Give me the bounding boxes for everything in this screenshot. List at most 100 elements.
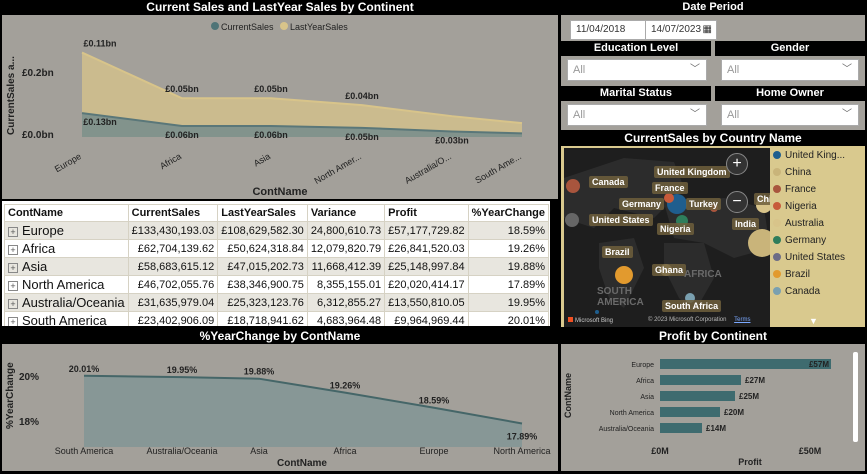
city-label[interactable]: China: [754, 193, 770, 205]
legend-swatch: [773, 202, 781, 211]
col-lastyearsales[interactable]: LastYearSales: [217, 204, 308, 222]
profit-chart-title: Profit by Continent: [561, 329, 865, 344]
currentsales-line: [81, 112, 523, 135]
date-end-field[interactable]: 14/07/2023 ▦: [645, 20, 717, 40]
yearchange-area: [84, 375, 522, 447]
marital-status-dropdown[interactable]: All ﹀: [567, 104, 707, 126]
x-tick-label: Europe: [53, 151, 83, 174]
yc-x-tick-label: Australia/Oceania: [146, 446, 217, 456]
legend-item[interactable]: Brazil: [773, 269, 810, 280]
table-cell: 18.59%: [467, 221, 550, 240]
education-level-dropdown[interactable]: All ﹀: [567, 59, 707, 81]
yc-data-label: 18.59%: [419, 396, 450, 406]
city-label[interactable]: United States: [589, 214, 653, 226]
expand-icon[interactable]: +: [8, 226, 18, 237]
table-cell: 20.01%: [467, 311, 550, 326]
expand-icon[interactable]: +: [8, 244, 18, 255]
city-label[interactable]: Ghana: [652, 264, 687, 276]
city-label[interactable]: Brazil: [602, 246, 633, 258]
zoom-in-button[interactable]: +: [726, 153, 748, 175]
profit-category-label: North America: [610, 410, 654, 417]
city-label[interactable]: Canada: [589, 176, 628, 188]
col-currentsales[interactable]: CurrentSales: [127, 204, 219, 222]
city-label[interactable]: France: [652, 182, 688, 194]
table-cell: 24,800,610.73: [306, 221, 386, 240]
expand-icon[interactable]: +: [8, 280, 18, 291]
legend-swatch: [773, 185, 781, 194]
legend-item[interactable]: Australia: [773, 218, 824, 229]
table-row[interactable]: + Africa £62,704,139.62 £50,624,318.84 12,07…: [4, 239, 550, 258]
yc-x-tick-label: Africa: [333, 446, 356, 456]
legend-item[interactable]: United King...: [773, 150, 845, 161]
table-row[interactable]: + Australia/Oceania £31,635,979.04 £25,323,…: [4, 293, 550, 312]
sales-area-chart-panel: Current Sales and LastYear Sales by Cont…: [2, 0, 558, 199]
yearchange-line: [83, 374, 523, 425]
scrollbar[interactable]: [853, 352, 858, 442]
expand-icon[interactable]: +: [8, 316, 18, 326]
city-label[interactable]: United Kingdom: [654, 166, 730, 178]
legend-item[interactable]: Canada: [773, 286, 820, 297]
bing-logo: Microsoft Bing: [568, 317, 613, 324]
table-row[interactable]: + Europe £133,430,193.03 £108,629,582.30 24,…: [4, 221, 550, 240]
profit-bar-chart: ContName Europe £57M Africa £27M Asia £25M Nor…: [563, 352, 858, 467]
city-label[interactable]: Germany: [619, 198, 665, 210]
col-profit[interactable]: Profit: [384, 204, 469, 222]
cell-contname: + Africa: [4, 239, 129, 258]
sales-area-chart-title: Current Sales and LastYear Sales by Cont…: [2, 0, 558, 15]
table-cell: 19.88%: [467, 257, 550, 276]
legend-item[interactable]: China: [773, 167, 811, 178]
terms-link[interactable]: Terms: [734, 317, 751, 323]
profit-bar[interactable]: [660, 359, 831, 369]
city-label[interactable]: Nigeria: [657, 223, 694, 235]
calendar-icon[interactable]: ▦: [702, 24, 712, 35]
city-label[interactable]: Turkey: [686, 198, 721, 210]
table-row[interactable]: + South America £23,402,906.09 £18,718,941.…: [4, 311, 550, 326]
legend-lastyearsales[interactable]: LastYearSales: [290, 22, 348, 32]
zoom-out-button[interactable]: −: [726, 191, 748, 213]
lastyear-data-label: £0.04bn: [345, 91, 379, 101]
legend-item[interactable]: France: [773, 184, 816, 195]
education-level-value: All: [573, 64, 586, 76]
currentsales-data-label: £0.05bn: [345, 132, 379, 142]
gender-dropdown[interactable]: All ﹀: [721, 59, 859, 81]
currentsales-area: [82, 113, 522, 137]
map-attribution: © 2023 Microsoft Corporation Terms: [648, 317, 751, 323]
map-legend: United King... China France Nigeria Australi…: [770, 148, 865, 327]
lastyear-data-label: £0.05bn: [165, 84, 199, 94]
profit-bar[interactable]: [660, 423, 702, 433]
legend-item[interactable]: Nigeria: [773, 201, 817, 212]
legend-label: Australia: [785, 218, 824, 229]
y-tick-0.2: £0.2bn: [22, 68, 54, 79]
table-row[interactable]: + North America £46,702,055.76 £38,346,900.…: [4, 275, 550, 294]
legend-label: United King...: [785, 150, 846, 161]
col-yearchange[interactable]: %YearChange: [467, 204, 550, 222]
cell-contname: + Europe: [4, 221, 129, 240]
city-label[interactable]: India: [732, 218, 760, 230]
table-cell: £23,402,906.09: [127, 311, 219, 326]
profit-bar[interactable]: [660, 375, 741, 385]
legend-scroll-down-icon[interactable]: ▼: [809, 316, 818, 326]
table-cell: 6,312,855.27: [306, 293, 386, 312]
chevron-down-icon: ﹀: [690, 109, 700, 120]
legend-item[interactable]: Germany: [773, 235, 826, 246]
bing-map[interactable]: Canada United Kingdom France Germany Turkey U…: [564, 148, 770, 327]
date-end-value: 14/07/2023: [651, 24, 702, 35]
table-cell: £133,430,193.03: [127, 221, 219, 240]
row-label: Australia/Oceania: [22, 295, 125, 310]
col-variance[interactable]: Variance: [306, 204, 386, 222]
table-cell: £50,624,318.84: [217, 239, 308, 258]
legend-item[interactable]: United States: [773, 252, 845, 263]
table-cell: £9,964,969.44: [384, 311, 469, 326]
profit-bar[interactable]: [660, 391, 735, 401]
legend-currentsales[interactable]: CurrentSales: [221, 22, 274, 32]
expand-icon[interactable]: +: [8, 298, 18, 309]
profit-bar[interactable]: [660, 407, 720, 417]
expand-icon[interactable]: +: [8, 262, 18, 273]
home-owner-value: All: [727, 109, 740, 121]
home-owner-dropdown[interactable]: All ﹀: [721, 104, 859, 126]
table-cell: 17.89%: [467, 275, 550, 294]
col-contname[interactable]: ContName: [4, 204, 129, 222]
table-row[interactable]: + Asia £58,683,615.12 £47,015,202.73 11,668,…: [4, 257, 550, 276]
currentsales-data-label: £0.13bn: [83, 117, 117, 127]
city-label[interactable]: South Africa: [662, 300, 722, 312]
